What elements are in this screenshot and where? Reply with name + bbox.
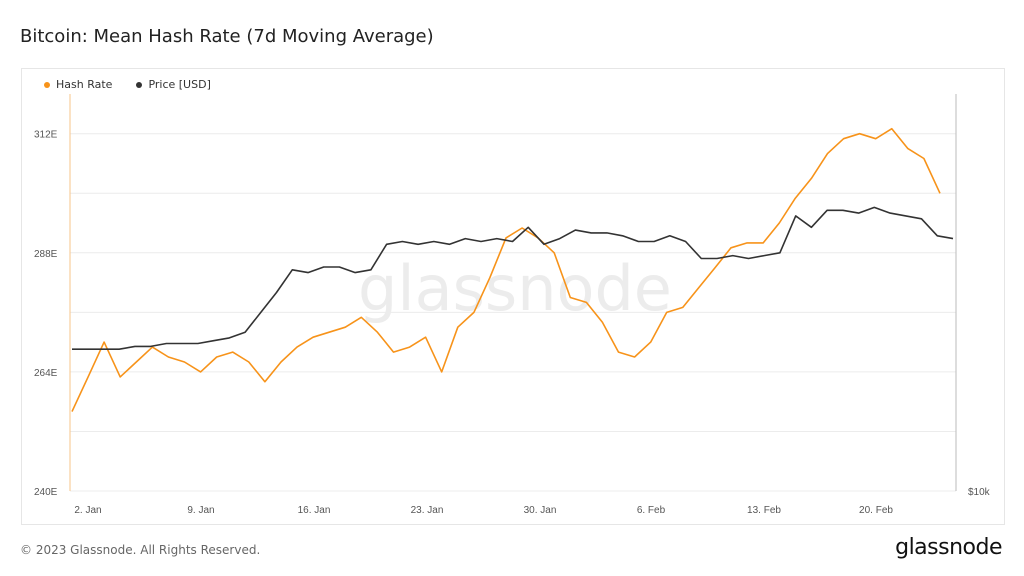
x-tick-label: 2. Jan (74, 505, 101, 516)
chart-panel (21, 68, 1005, 525)
y-right-tick-label: $10k (968, 487, 991, 498)
legend-label-price: Price [USD] (148, 78, 211, 91)
legend-label-hash-rate: Hash Rate (56, 78, 113, 91)
x-tick-label: 6. Feb (637, 505, 666, 516)
x-tick-label: 13. Feb (747, 505, 781, 516)
legend-marker-hash-rate (44, 81, 50, 88)
x-tick-label: 23. Jan (411, 505, 444, 516)
x-tick-label: 30. Jan (524, 505, 557, 516)
watermark: glassnode (358, 252, 672, 325)
brand-logo: glassnode (895, 535, 1002, 560)
x-tick-label: 9. Jan (187, 505, 214, 516)
legend: Hash Rate Price [USD] (44, 78, 211, 91)
y-tick-label: 240E (34, 487, 58, 498)
x-tick-label: 20. Feb (859, 505, 893, 516)
x-tick-label: 16. Jan (298, 505, 331, 516)
series-line-hash-rate (71, 127, 941, 412)
y-tick-label: 264E (34, 368, 58, 379)
chart-title: Bitcoin: Mean Hash Rate (7d Moving Avera… (20, 26, 434, 47)
legend-item-hash-rate[interactable]: Hash Rate (44, 78, 112, 91)
series-line-price (72, 206, 954, 351)
legend-marker-price (136, 81, 143, 88)
y-tick-label: 288E (34, 249, 58, 260)
y-tick-label: 312E (34, 130, 58, 141)
copyright-footer: © 2023 Glassnode. All Rights Reserved. (20, 543, 261, 557)
legend-item-price[interactable]: Price [USD] (136, 78, 211, 91)
